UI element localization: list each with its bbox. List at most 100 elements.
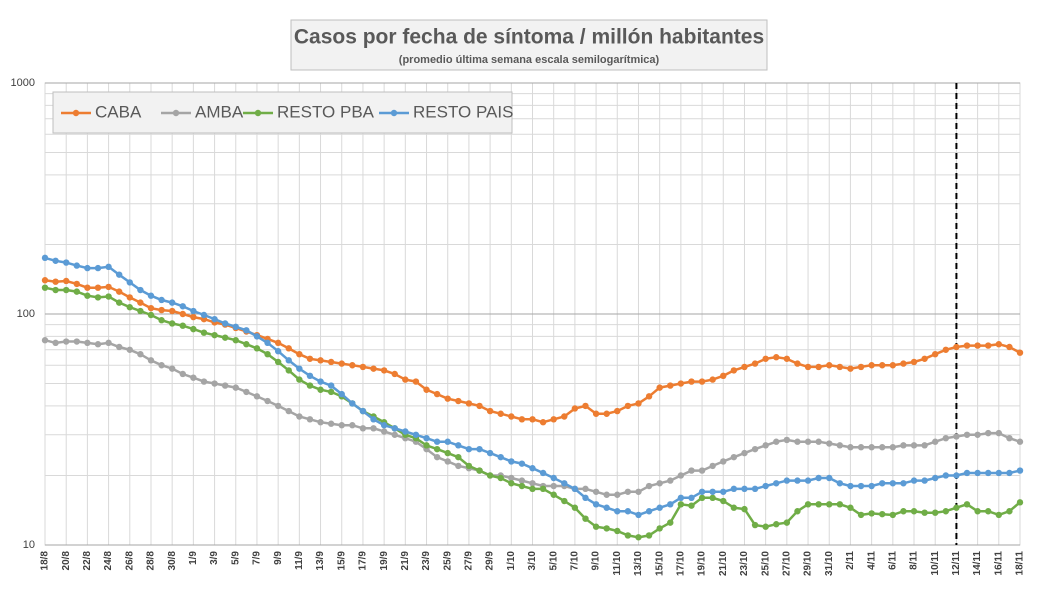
point: [985, 508, 992, 515]
point: [709, 462, 716, 470]
point: [179, 322, 186, 329]
point: [963, 469, 971, 477]
point: [910, 442, 918, 449]
point: [614, 508, 621, 515]
point: [783, 477, 791, 484]
point: [1016, 467, 1024, 474]
point: [794, 438, 801, 445]
point: [741, 449, 748, 457]
point: [921, 477, 928, 484]
point: [942, 508, 950, 515]
point: [168, 299, 176, 306]
x-tick-label: 22/8: [82, 551, 93, 571]
point: [497, 410, 504, 417]
point: [211, 380, 218, 387]
x-tick-label: 29/9: [485, 551, 496, 571]
point: [285, 357, 292, 364]
point: [476, 467, 483, 474]
point: [974, 342, 981, 349]
x-tick-label: 26/8: [124, 551, 135, 571]
point: [147, 357, 155, 364]
point: [317, 357, 324, 364]
point: [243, 341, 250, 348]
point: [232, 337, 239, 344]
point: [486, 407, 494, 415]
point: [508, 413, 515, 420]
point: [497, 453, 504, 461]
point: [444, 438, 451, 445]
legend-marker: [254, 109, 262, 117]
point: [190, 374, 197, 381]
point: [41, 284, 49, 291]
point: [571, 405, 579, 412]
point: [211, 315, 218, 323]
point: [221, 334, 229, 341]
point: [465, 400, 473, 407]
point: [518, 416, 526, 423]
point: [868, 444, 875, 451]
point: [349, 422, 356, 429]
point: [762, 355, 769, 362]
point: [62, 259, 70, 266]
x-tick-label: 3/9: [209, 551, 220, 565]
point: [126, 304, 133, 311]
point: [879, 510, 886, 518]
point: [645, 393, 653, 400]
point: [942, 434, 950, 442]
x-tick-label: 29/10: [803, 551, 814, 576]
point: [94, 341, 102, 348]
x-tick-label: 17/9: [358, 551, 369, 571]
point: [603, 491, 610, 498]
point: [433, 453, 441, 461]
point: [465, 445, 473, 453]
point: [921, 509, 928, 516]
point: [190, 313, 197, 321]
point: [370, 425, 377, 432]
point: [698, 467, 706, 474]
x-tick-label: 18/11: [1015, 551, 1026, 576]
point: [794, 360, 801, 367]
point: [62, 338, 70, 345]
point: [762, 482, 769, 490]
point: [889, 480, 897, 487]
point: [296, 376, 303, 383]
point: [900, 480, 907, 487]
point: [751, 360, 759, 367]
point: [614, 407, 621, 415]
point: [783, 519, 791, 526]
point: [147, 292, 155, 299]
point: [105, 339, 112, 347]
point: [762, 523, 769, 530]
point: [115, 271, 123, 278]
point: [603, 410, 610, 417]
x-tick-label: 19/10: [697, 551, 708, 576]
point: [656, 504, 663, 511]
point: [963, 431, 971, 438]
point: [529, 485, 536, 493]
x-tick-label: 7/10: [570, 551, 581, 571]
point: [720, 372, 727, 380]
point: [455, 453, 462, 461]
point: [709, 488, 716, 495]
point: [624, 508, 632, 515]
point: [847, 504, 854, 511]
point: [306, 372, 314, 380]
point: [963, 342, 971, 349]
point: [73, 288, 80, 295]
point: [932, 438, 939, 445]
point: [667, 519, 674, 526]
point: [857, 444, 865, 451]
point: [1016, 438, 1024, 445]
point: [656, 480, 663, 487]
point: [698, 494, 706, 502]
point: [1006, 343, 1013, 351]
point: [550, 491, 557, 498]
point: [582, 402, 589, 410]
point: [52, 339, 59, 347]
point: [942, 472, 950, 479]
point: [773, 354, 780, 361]
point: [773, 521, 780, 528]
point: [677, 472, 685, 479]
point: [211, 331, 218, 339]
point: [126, 294, 133, 301]
